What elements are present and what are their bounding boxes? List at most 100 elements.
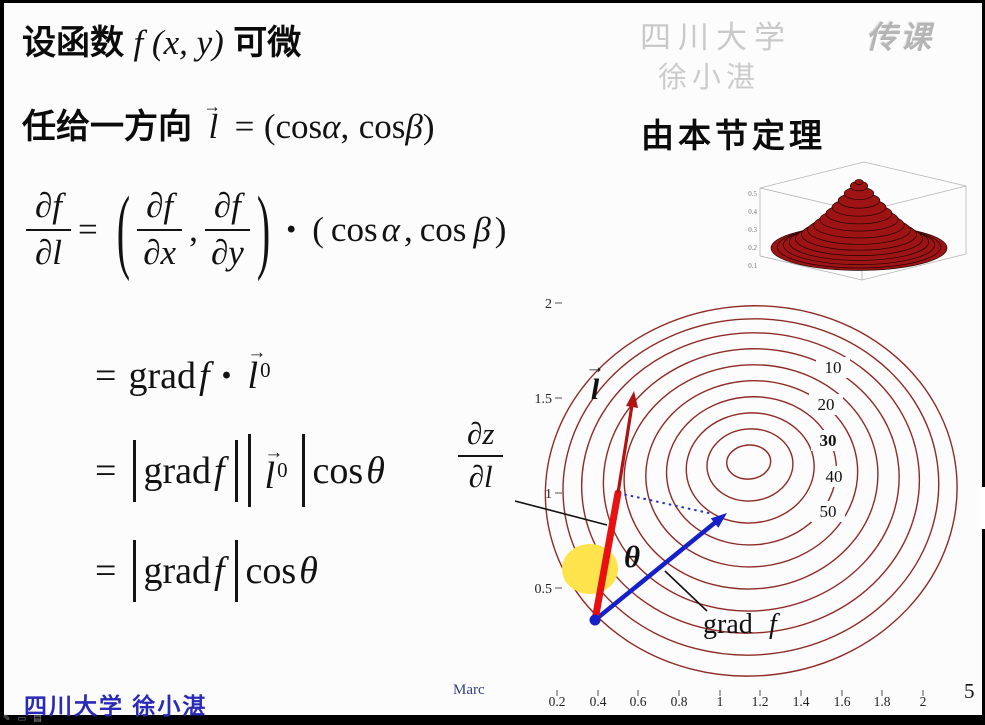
denominator: ∂y (210, 233, 244, 272)
equals-sign: = (234, 107, 255, 146)
comma: , (403, 209, 413, 249)
abs-unit-vector: → l0 (247, 434, 305, 507)
grad-operator: grad (128, 355, 196, 397)
statement-line-1: 设函数 f (x, y) 可微 (22, 15, 301, 64)
x-tick-label: 1.4 (793, 694, 810, 709)
surface-box-frame (759, 161, 967, 281)
close-paren: ) (422, 107, 435, 146)
surface-y-tick: 0.3 (748, 226, 757, 234)
frac-df-dy: ∂f ∂y (204, 186, 250, 273)
comma: , (340, 107, 350, 146)
contour-rings (544, 305, 958, 677)
vector-letter: l (208, 107, 219, 146)
x-tick-label: 2 (920, 694, 927, 709)
numerator: ∂z (458, 416, 504, 457)
watermark-logo: 传课 (866, 20, 934, 55)
equation-grad-magnitude-cos-theta: = grad f cos θ (92, 540, 318, 602)
footer-affiliation: 四川大学 徐小湛 (24, 693, 208, 719)
y-tick-label: 1 (545, 487, 552, 502)
big-open-paren: ( (116, 176, 131, 283)
equation-magnitudes-cos-theta: = grad f → l0 cos θ (92, 434, 385, 507)
superscript-zero: 0 (277, 457, 288, 482)
y-tick-label: 1.5 (535, 392, 553, 407)
origin-point (589, 614, 601, 626)
window-icon[interactable]: ▭ (17, 713, 27, 723)
cos-1: cos (275, 107, 323, 146)
function-f: f (198, 355, 210, 397)
menu-icon[interactable]: ▤ (33, 713, 42, 723)
vector-letter: l (247, 355, 259, 397)
contour-plot: 10 20 30 40 50 2 1.5 1 0.5 0.2 0.4 0.6 0… (514, 297, 958, 709)
surface-y-tick: 0.5 (748, 190, 757, 198)
pen-icon[interactable]: ✎ (3, 713, 11, 723)
watermark-author: 徐小湛 (658, 62, 761, 94)
y-tick-label: 0.5 (535, 582, 553, 597)
x-tick-label: 0.4 (590, 694, 607, 709)
numerator: ∂f (26, 186, 72, 231)
footer-date-partial: Marc (453, 682, 485, 698)
surface-y-tick: 0.4 (748, 208, 757, 216)
dz-dl-pointer-line (514, 500, 608, 526)
unit-vector-l0: → l0 (246, 342, 273, 398)
equals-sign: = (95, 355, 117, 397)
theta: θ (366, 449, 385, 492)
theta-angle-label: θ (624, 539, 640, 574)
x-tick-label: 0.6 (630, 694, 647, 709)
open-paren: ( (312, 209, 324, 249)
line1-post: 可微 (233, 24, 302, 62)
surface-plot: 0.5 0.4 0.3 0.2 0.1 (748, 161, 967, 281)
cos-operator: cos (245, 550, 297, 592)
line2-pre: 任给一方向 (22, 108, 192, 146)
contour-level-labels: 10 20 30 40 50 (809, 357, 851, 522)
cos-operator: cos (312, 449, 364, 492)
numerator: ∂f (204, 186, 250, 231)
x-tick-label: 0.8 (671, 694, 688, 709)
x-axis-ticks: 0.2 0.4 0.6 0.8 1 1.2 1.4 1.6 1.8 2 (549, 690, 927, 709)
grad-operator: grad (143, 449, 211, 492)
page-number: 5 (964, 679, 975, 703)
alpha: α (322, 107, 341, 146)
gradient-vector-arrow (593, 513, 727, 622)
dot-operator: · (284, 206, 299, 253)
numerator: ∂f (137, 186, 183, 231)
dz-dl-label: ∂z ∂l (458, 416, 504, 495)
right-edge-notch (977, 487, 985, 529)
cos-1: cos (330, 209, 378, 249)
projection-dotted-line (617, 492, 714, 515)
x-tick-label: 0.2 (549, 694, 566, 709)
contour-level-label: 40 (826, 467, 843, 486)
x-tick-label: 1.8 (874, 694, 891, 709)
surface-y-tick: 0.1 (748, 262, 757, 270)
vector-arrow-icon: → (586, 357, 605, 378)
theorem-note: 由本节定理 (641, 117, 826, 154)
surface-y-tick: 0.2 (748, 244, 757, 252)
abs-grad-f: grad f (133, 540, 238, 602)
watermark-university: 四川大学 (640, 20, 792, 55)
denominator: ∂x (143, 233, 177, 272)
frac-df-dx: ∂f ∂x (137, 186, 183, 273)
surface-z-ticks: 0.5 0.4 0.3 0.2 0.1 (748, 190, 757, 270)
comma: , (189, 209, 198, 249)
vector-letter: l (591, 373, 600, 406)
contour-level-label: 10 (825, 358, 842, 377)
contour-level-label: 20 (818, 395, 835, 414)
alpha: α (381, 209, 400, 249)
vector-letter: l (264, 455, 276, 497)
direction-vector-symbol: → l (203, 96, 221, 147)
dot-operator: · (219, 353, 234, 399)
x-tick-label: 1.2 (752, 694, 769, 709)
frac-dz-dl: ∂z ∂l (458, 416, 504, 495)
grad-f-label: grad f (703, 609, 780, 640)
grad-f-letter: f (769, 609, 780, 640)
cos-2: cos (419, 209, 467, 249)
equals-sign: = (95, 550, 117, 592)
close-paren: ) (494, 209, 507, 249)
contour-level-label: 50 (820, 502, 837, 521)
equation-directional-derivative: ∂f ∂l = ( ∂f ∂x , ∂f ∂y ) · (cos α, cos β) (26, 177, 507, 282)
vector-arrow-icon: → (203, 96, 221, 117)
equals-sign: = (78, 209, 98, 249)
surface-bell (770, 179, 948, 271)
cos-2: cos (358, 107, 406, 146)
player-controls: ✎ ▭ ▤ (3, 713, 42, 724)
statement-line-2: 任给一方向 → l = (cosα, cosβ) (22, 96, 435, 148)
